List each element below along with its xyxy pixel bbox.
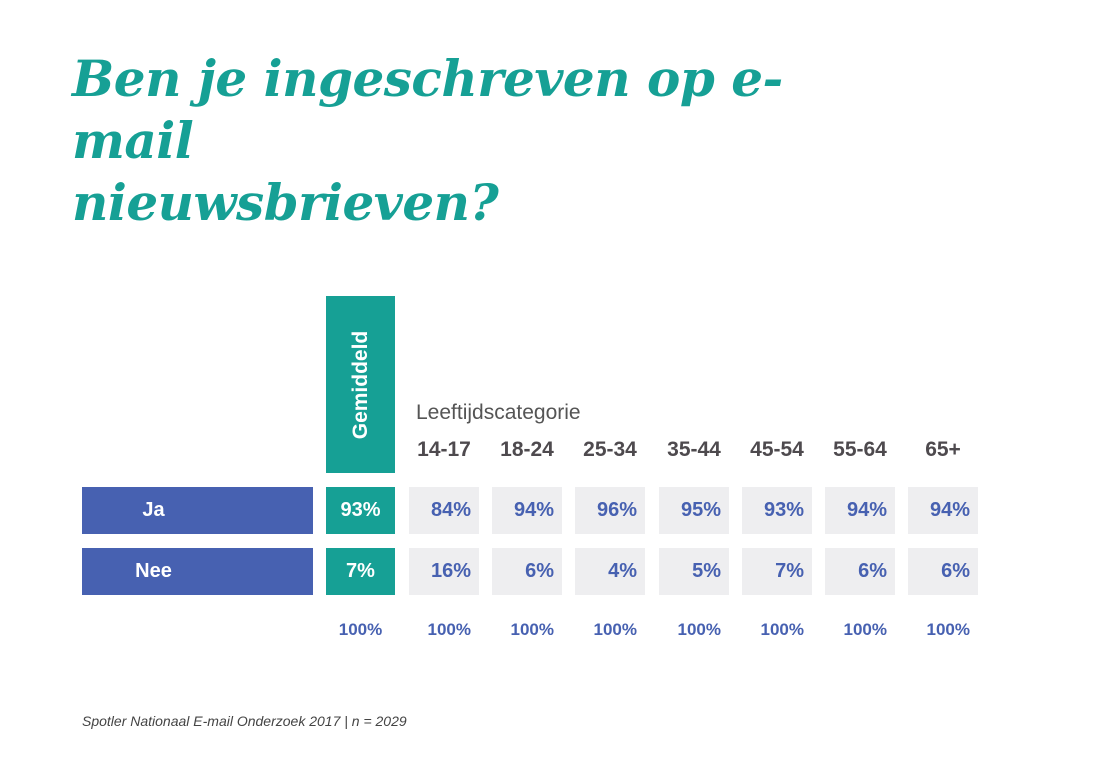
value-cell: 7% (742, 548, 812, 595)
column-header-14-17: 14-17 (417, 438, 471, 461)
value-cell: 6% (492, 548, 562, 595)
value-cell: 5% (659, 548, 729, 595)
title-line-2: nieuwsbrieven? (72, 173, 499, 232)
average-header-label: Gemiddeld (348, 330, 372, 439)
row-label-nee: Nee (82, 548, 313, 595)
total-cell: 100% (760, 620, 804, 639)
average-cell: 93% (326, 487, 395, 534)
column-header-55-64: 55-64 (833, 438, 887, 461)
value-cell: 4% (575, 548, 645, 595)
column-header-45-54: 45-54 (750, 438, 804, 461)
value-cell: 84% (409, 487, 479, 534)
total-average: 100% (338, 620, 383, 639)
value-cell: 94% (908, 487, 978, 534)
value-cell: 6% (908, 548, 978, 595)
average-cell: 7% (326, 548, 395, 595)
total-cell: 100% (843, 620, 887, 639)
total-cell: 100% (926, 620, 970, 639)
value-cell: 96% (575, 487, 645, 534)
average-column-header: Gemiddeld (326, 296, 395, 473)
row-label-text: Nee (135, 560, 172, 582)
title-line-1: Ben je ingeschreven op e-mail (72, 49, 783, 170)
value-cell: 94% (492, 487, 562, 534)
value-cell: 93% (742, 487, 812, 534)
chart-title: Ben je ingeschreven op e-mail nieuwsbrie… (72, 48, 832, 234)
value-cell: 16% (409, 548, 479, 595)
row-label-text: Ja (142, 499, 165, 521)
column-header-25-34: 25-34 (583, 438, 637, 461)
column-header-35-44: 35-44 (667, 438, 721, 461)
source-footnote: Spotler Nationaal E-mail Onderzoek 2017 … (82, 713, 407, 729)
value-cell: 94% (825, 487, 895, 534)
total-cell: 100% (427, 620, 471, 639)
age-group-label: Leeftijdscategorie (416, 401, 581, 424)
row-label-ja: Ja (82, 487, 313, 534)
column-header-65+: 65+ (925, 438, 961, 461)
column-header-18-24: 18-24 (500, 438, 554, 461)
total-cell: 100% (593, 620, 637, 639)
total-cell: 100% (677, 620, 721, 639)
total-cell: 100% (510, 620, 554, 639)
value-cell: 6% (825, 548, 895, 595)
value-cell: 95% (659, 487, 729, 534)
